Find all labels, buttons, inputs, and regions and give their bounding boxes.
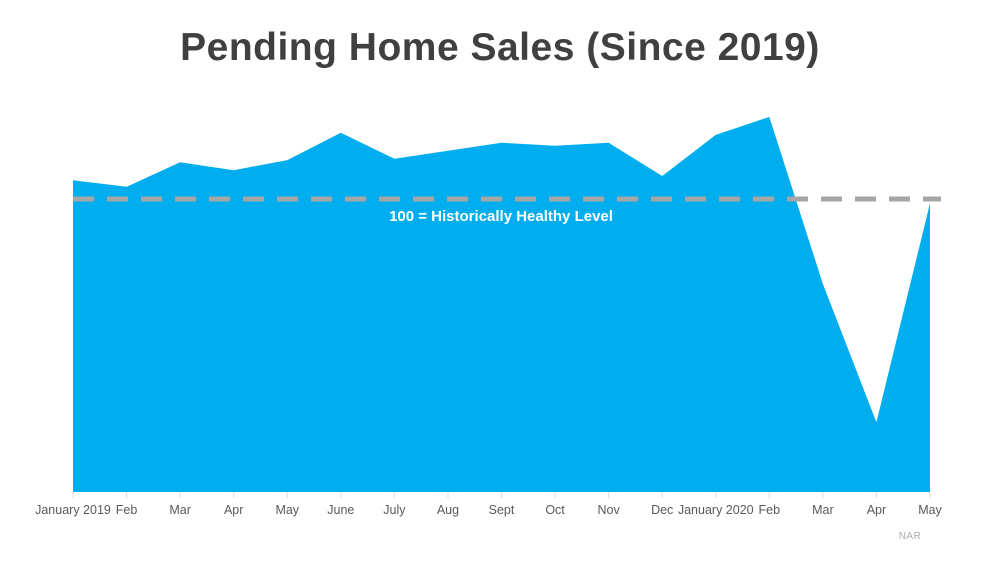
x-axis-label: Sept (489, 503, 515, 517)
x-axis-label: Aug (437, 503, 459, 517)
x-axis-label: Oct (545, 503, 565, 517)
source-note: NAR (898, 531, 922, 542)
pending-sales-area (73, 116, 930, 493)
x-axis-label: Apr (867, 503, 886, 517)
x-axis-label: June (327, 503, 354, 517)
x-axis-label: Apr (224, 503, 243, 517)
reference-label: 100 = Historically Healthy Level (389, 208, 613, 225)
chart-title: Pending Home Sales (Since 2019) (180, 26, 820, 69)
x-axis-label: Feb (116, 503, 138, 517)
x-axis-label: May (275, 503, 299, 517)
x-axis-label: Mar (812, 503, 834, 517)
x-axis-label: Dec (651, 503, 673, 517)
x-axis-label: Mar (169, 503, 191, 517)
x-axis-label: July (383, 503, 406, 517)
x-axis-label: Nov (598, 503, 621, 517)
x-axis-label: May (918, 503, 942, 517)
x-axis-label: Feb (759, 503, 781, 517)
x-axis-label: January 2019 (35, 503, 111, 517)
x-axis-label: January 2020 (678, 503, 754, 517)
